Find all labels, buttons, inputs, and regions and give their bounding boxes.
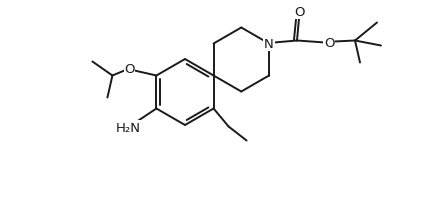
Text: O: O xyxy=(124,63,135,76)
Text: O: O xyxy=(324,37,334,50)
Text: N: N xyxy=(264,38,274,51)
Text: H₂N: H₂N xyxy=(116,121,141,134)
Text: O: O xyxy=(294,6,304,19)
